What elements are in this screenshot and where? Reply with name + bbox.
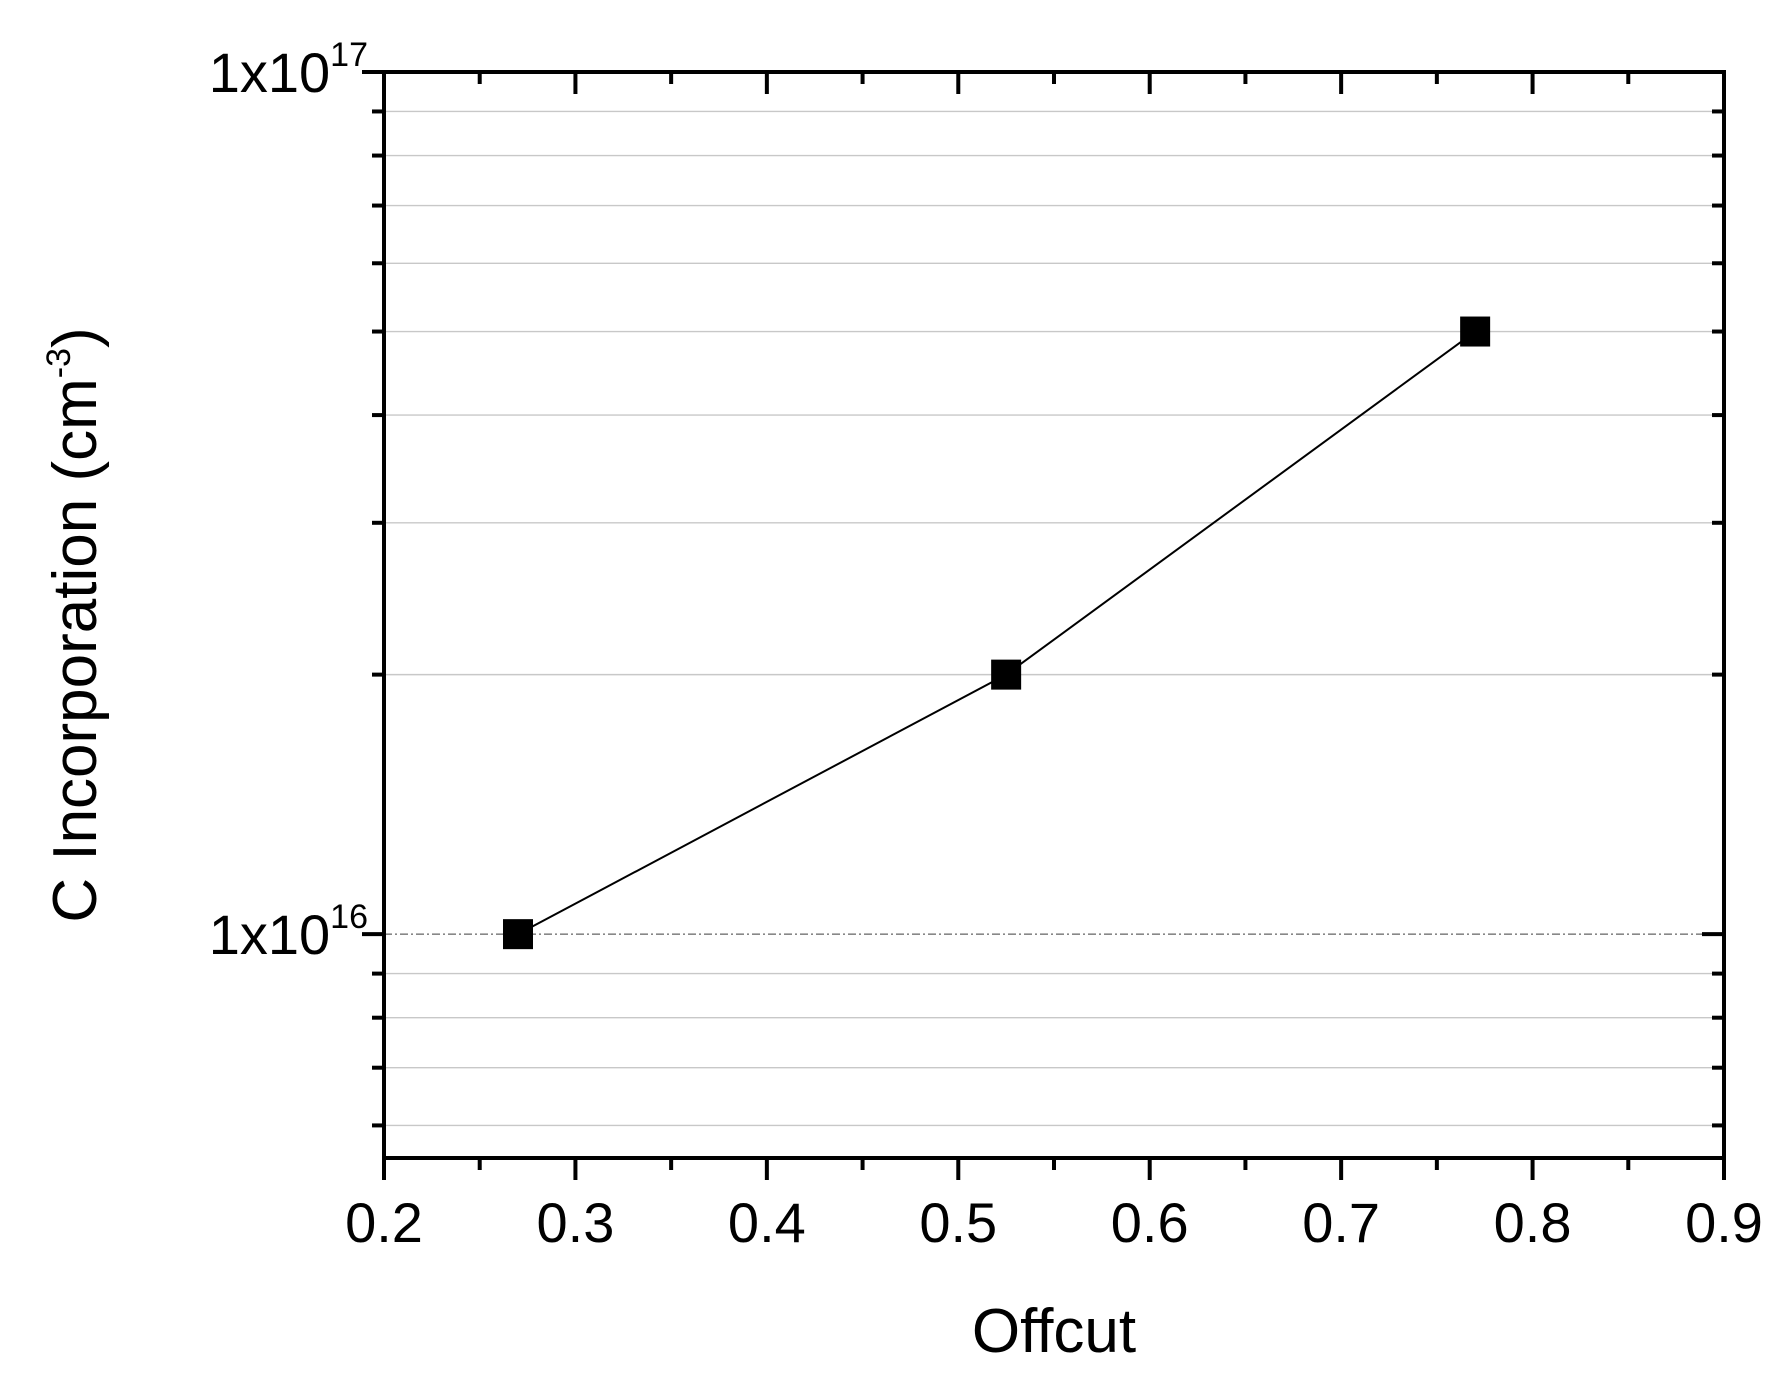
- data-point-marker: [503, 919, 533, 950]
- y-tick-label-exponent: 17: [330, 36, 368, 74]
- x-tick-label: 0.8: [1494, 1191, 1572, 1254]
- data-point-marker: [991, 659, 1022, 690]
- y-tick-label: 1x1017: [209, 36, 368, 104]
- x-axis-title: Offcut: [972, 1297, 1136, 1366]
- series-line: [517, 330, 1476, 936]
- x-tick-label: 0.7: [1302, 1191, 1380, 1254]
- y-axis-title-close: ): [41, 327, 110, 348]
- y-tick-label-exponent: 16: [330, 898, 368, 936]
- x-tick-label: 0.3: [536, 1191, 614, 1254]
- y-axis-title-base: C Incorporation (cm: [41, 378, 110, 922]
- axis-ticks: [362, 70, 1726, 1180]
- x-tick-label: 0.9: [1685, 1191, 1763, 1254]
- data-point-marker: [1460, 316, 1491, 347]
- y-axis-title-superscript: -3: [40, 348, 78, 378]
- grid-lines: [384, 110, 1724, 1127]
- y-axis-title: C Incorporation (cm-3): [40, 327, 110, 922]
- x-tick-label: 0.2: [345, 1191, 423, 1254]
- data-series: [503, 316, 1491, 950]
- y-tick-label: 1x1016: [209, 898, 368, 966]
- x-tick-label: 0.4: [728, 1191, 806, 1254]
- y-tick-label-mantissa: 1x10: [209, 41, 330, 104]
- plot-area-frame: [382, 70, 1726, 1160]
- y-tick-label-mantissa: 1x10: [209, 903, 330, 966]
- x-tick-label: 0.6: [1111, 1191, 1189, 1254]
- x-tick-label: 0.5: [919, 1191, 997, 1254]
